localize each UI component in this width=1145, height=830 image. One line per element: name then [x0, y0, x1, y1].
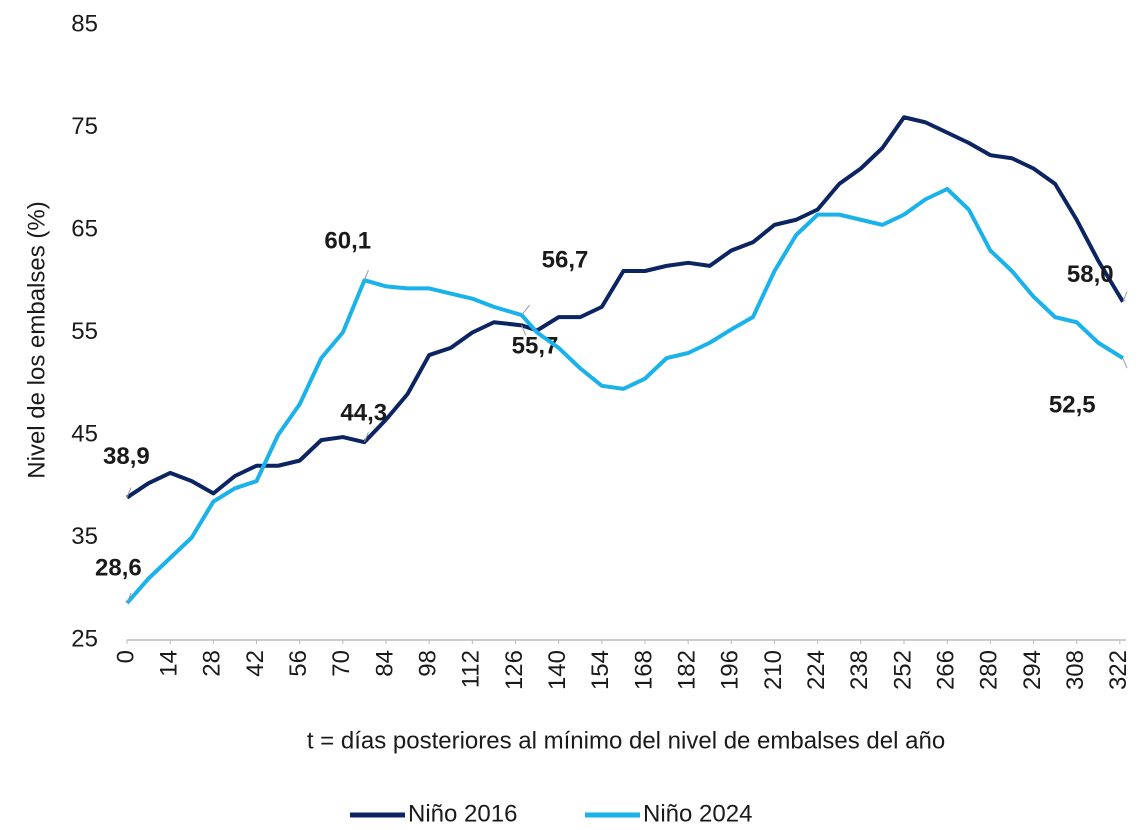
x-tick-label: 308 — [1062, 650, 1089, 690]
leader-line — [363, 270, 369, 281]
x-tick-label: 182 — [674, 650, 701, 690]
value-label: 56,7 — [542, 246, 589, 273]
x-tick-label: 42 — [242, 650, 269, 677]
leader-line — [521, 304, 531, 316]
leader-line — [521, 325, 527, 336]
legend-label: Niño 2016 — [408, 800, 517, 827]
x-tick-label: 210 — [760, 650, 787, 690]
x-tick-label: 14 — [156, 650, 183, 677]
y-tick-label: 65 — [71, 215, 98, 242]
leader-line — [126, 592, 132, 604]
legend-label: Niño 2024 — [643, 800, 752, 827]
y-tick-label: 25 — [71, 625, 98, 652]
y-tick-label: 45 — [71, 420, 98, 447]
x-tick-label: 238 — [846, 650, 873, 690]
value-label: 58,0 — [1067, 261, 1114, 288]
x-tick-label: 112 — [458, 650, 485, 688]
x-tick-label: 98 — [415, 650, 442, 677]
x-tick-label: 322 — [1105, 650, 1132, 690]
leader-line — [126, 487, 132, 498]
value-label: 44,3 — [340, 400, 387, 427]
y-tick-label: 75 — [71, 113, 98, 140]
x-tick-label: 56 — [285, 650, 312, 677]
value-label: 55,7 — [512, 333, 559, 360]
x-tick-label: 154 — [587, 650, 614, 690]
x-tick-label: 266 — [933, 650, 960, 690]
y-tick-label: 85 — [71, 10, 98, 37]
series-line — [125, 115, 1125, 500]
y-tick-label: 35 — [71, 523, 98, 550]
x-tick-label: 252 — [889, 650, 916, 690]
series-line — [125, 187, 1124, 605]
x-tick-label: 140 — [544, 650, 571, 690]
y-tick-label: 55 — [71, 318, 98, 345]
value-label: 38,9 — [103, 443, 150, 470]
value-label: 60,1 — [324, 228, 371, 255]
x-tick-label: 280 — [976, 650, 1003, 690]
x-tick-label: 84 — [371, 650, 398, 677]
value-label: 52,5 — [1049, 391, 1096, 418]
x-tick-label: 0 — [112, 650, 139, 663]
leader-line — [363, 431, 369, 443]
x-tick-label: 168 — [630, 650, 657, 690]
y-axis-label: Nivel de los embalses (%) — [23, 201, 50, 478]
x-axis-label: t = días posteriores al mínimo del nivel… — [307, 727, 945, 754]
leader-line — [1122, 291, 1128, 302]
x-tick-label: 196 — [717, 650, 744, 690]
x-tick-label: 224 — [803, 650, 830, 690]
value-label: 28,6 — [95, 554, 142, 581]
leader-line — [1122, 357, 1128, 369]
x-tick-label: 28 — [199, 650, 226, 677]
x-tick-label: 126 — [501, 650, 528, 690]
x-tick-label: 70 — [328, 650, 355, 677]
x-tick-label: 294 — [1019, 650, 1046, 690]
